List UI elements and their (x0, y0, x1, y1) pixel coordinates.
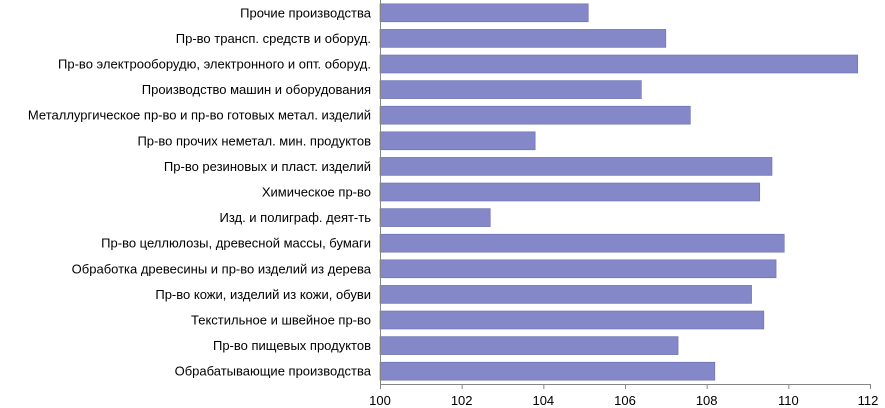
category-label-2: Пр-во трансп. средств и оборуд. (176, 31, 371, 46)
bar-2 (379, 29, 667, 48)
x-tick-label-7: 112 (858, 393, 879, 408)
category-label-9: Изд. и полиграф. деят-ть (219, 210, 371, 225)
x-tick-label-5: 108 (696, 393, 718, 408)
category-label-4: Производство машин и оборудования (142, 82, 371, 97)
category-labels-group: Прочие производства Пр-во трансп. средств… (28, 5, 372, 378)
category-label-7: Пр-во резиновых и пласт. изделий (164, 159, 371, 174)
x-tick-label-4: 106 (614, 393, 636, 408)
bar-12 (379, 285, 752, 304)
category-label-11: Обработка древесины и пр-во изделий из д… (72, 261, 372, 276)
category-label-13: Текстильное и швейное пр-во (191, 313, 371, 328)
category-label-5: Металлургическое пр-во и пр-во готовых м… (28, 108, 371, 123)
x-tick-label-2: 102 (451, 393, 473, 408)
category-label-12: Пр-во кожи, изделий из кожи, обуви (155, 287, 371, 302)
category-label-15: Обрабатывающие производства (175, 364, 372, 379)
bars-group (379, 3, 859, 381)
bar-1 (379, 3, 589, 23)
x-tick-label-3: 104 (532, 393, 554, 408)
bar-10 (379, 233, 785, 253)
category-label-14: Пр-во пищевых продуктов (213, 338, 371, 353)
category-label-6: Пр-во прочих неметал. мин. продуктов (137, 133, 371, 148)
category-label-3: Пр-во электрооборудю, электронного и опт… (58, 57, 371, 72)
x-ticks-group: 100 102 104 106 108 110 112 (369, 384, 878, 408)
category-label-8: Химическое пр-во (262, 185, 371, 200)
x-tick-label-1: 100 (369, 393, 391, 408)
bar-3 (379, 54, 859, 74)
category-label-10: Пр-во целлюлозы, древесной массы, бумаги (101, 236, 371, 251)
bar-6 (379, 131, 536, 151)
bar-15 (379, 361, 716, 381)
bar-7 (379, 157, 773, 176)
x-tick-label-6: 110 (778, 393, 799, 408)
bar-11 (379, 259, 777, 279)
bar-14 (379, 336, 679, 355)
bar-5 (379, 105, 691, 125)
bar-13 (379, 310, 765, 330)
category-label-1: Прочие производства (240, 5, 372, 20)
bar-4 (379, 80, 642, 99)
bar-9 (379, 208, 491, 227)
bar-8 (379, 182, 761, 202)
